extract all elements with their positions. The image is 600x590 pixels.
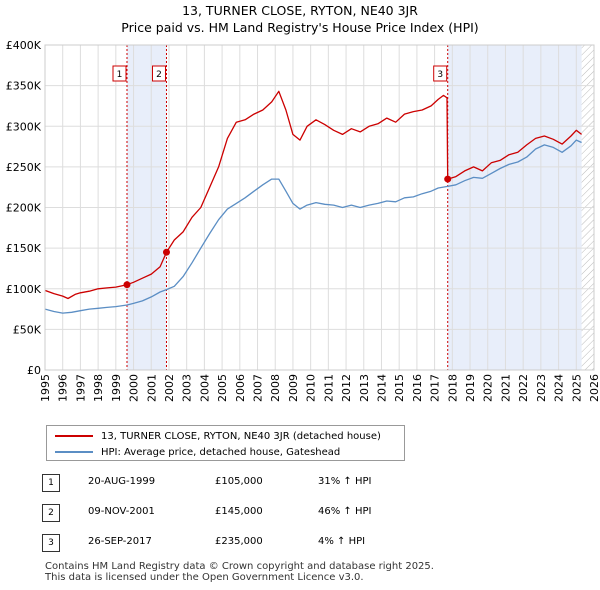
legend-item-property: 13, TURNER CLOSE, RYTON, NE40 3JR (detac…	[55, 428, 381, 444]
sale-point	[162, 248, 170, 256]
chart-title: 13, TURNER CLOSE, RYTON, NE40 3JR	[182, 3, 418, 18]
chart-legend: 13, TURNER CLOSE, RYTON, NE40 3JR (detac…	[46, 425, 405, 461]
x-tick-label: 2024	[553, 374, 566, 402]
x-tick-label: 2005	[216, 374, 229, 402]
x-tick-label: 2014	[375, 374, 388, 402]
sale-date: 20-AUG-1999	[88, 476, 156, 487]
x-tick-label: 1997	[74, 374, 87, 402]
y-tick-label: £250K	[6, 161, 42, 174]
sale-hpi-change: 4% ↑ HPI	[318, 536, 366, 547]
footer-line-copyright: Contains HM Land Registry data © Crown c…	[45, 561, 434, 572]
y-tick-label: £100K	[6, 283, 42, 296]
x-tick-label: 2025	[570, 374, 583, 402]
x-tick-label: 2001	[145, 374, 158, 402]
x-tick-label: 2002	[163, 374, 176, 402]
sale-price: £105,000	[215, 476, 263, 487]
y-tick-label: £400K	[6, 39, 42, 52]
legend-swatch-property	[55, 435, 93, 437]
sale-number-badge: 1	[42, 474, 60, 492]
sale-point	[123, 281, 131, 289]
x-tick-label: 2018	[446, 374, 459, 402]
sale-point	[444, 175, 452, 183]
x-tick-label: 1999	[110, 374, 123, 402]
footer-notice: Contains HM Land Registry data © Crown c…	[45, 561, 434, 583]
sale-marker-label: 2	[156, 70, 162, 80]
x-tick-label: 2007	[252, 374, 265, 402]
sale-price: £145,000	[215, 506, 263, 517]
sale-row: 1 20-AUG-1999 £105,000 31% ↑ HPI	[42, 474, 462, 492]
x-tick-label: 1996	[57, 374, 70, 402]
footer-line-licence: This data is licensed under the Open Gov…	[45, 572, 364, 583]
sale-marker-label: 3	[437, 70, 443, 80]
x-tick-label: 2008	[269, 374, 282, 402]
sale-hpi-change: 46% ↑ HPI	[318, 506, 372, 517]
x-tick-label: 1998	[92, 374, 105, 402]
property-series-line	[45, 90, 582, 300]
x-tick-label: 2016	[411, 374, 424, 402]
sale-price: £235,000	[215, 536, 263, 547]
x-tick-label: 2015	[393, 374, 406, 402]
chart-subtitle: Price paid vs. HM Land Registry's House …	[121, 20, 479, 35]
x-tick-label: 2023	[535, 374, 548, 402]
sale-row: 2 09-NOV-2001 £145,000 46% ↑ HPI	[42, 504, 462, 522]
sale-row: 3 26-SEP-2017 £235,000 4% ↑ HPI	[42, 534, 462, 552]
x-tick-label: 2017	[429, 374, 442, 402]
x-tick-label: 2010	[305, 374, 318, 402]
legend-item-hpi: HPI: Average price, detached house, Gate…	[55, 444, 340, 460]
y-tick-label: £50K	[13, 323, 42, 336]
x-tick-label: 2021	[499, 374, 512, 402]
x-tick-label: 2022	[517, 374, 530, 402]
sale-date: 09-NOV-2001	[88, 506, 155, 517]
sale-marker-box	[151, 65, 166, 82]
x-tick-label: 2020	[482, 374, 495, 402]
hpi-series-line	[45, 139, 582, 314]
x-tick-label: 2009	[287, 374, 300, 402]
x-tick-label: 2003	[181, 374, 194, 402]
sale-marker-label: 1	[117, 70, 123, 80]
sale-marker-box	[112, 65, 127, 82]
legend-swatch-hpi	[55, 451, 93, 453]
y-tick-label: £150K	[6, 242, 42, 255]
x-tick-label: 2019	[464, 374, 477, 402]
sale-number-badge: 3	[42, 534, 60, 552]
x-tick-label: 2004	[198, 374, 211, 402]
y-tick-label: £350K	[6, 80, 42, 93]
x-tick-label: 2026	[588, 374, 600, 402]
chart-title-block: 13, TURNER CLOSE, RYTON, NE40 3JR Price …	[0, 2, 600, 36]
sale-marker-box	[433, 65, 448, 82]
x-tick-label: 2011	[322, 374, 335, 402]
sale-date: 26-SEP-2017	[88, 536, 152, 547]
y-tick-label: £200K	[6, 202, 42, 215]
x-tick-label: 2006	[234, 374, 247, 402]
x-tick-label: 2013	[358, 374, 371, 402]
legend-label-hpi: HPI: Average price, detached house, Gate…	[101, 446, 341, 458]
x-tick-label: 1995	[39, 374, 52, 402]
legend-label-property: 13, TURNER CLOSE, RYTON, NE40 3JR (detac…	[101, 430, 381, 442]
x-tick-label: 2012	[340, 374, 353, 402]
plot-frame	[44, 44, 595, 371]
x-tick-label: 2000	[128, 374, 141, 402]
price-chart: 1 2 3 £0 £50K £100K £150K £200K £250K £300K £350K £…	[6, 39, 600, 402]
y-tick-label: £0	[27, 364, 41, 377]
sale-number-badge: 2	[42, 504, 60, 522]
sale-hpi-change: 31% ↑ HPI	[318, 476, 372, 487]
y-tick-label: £300K	[6, 120, 42, 133]
